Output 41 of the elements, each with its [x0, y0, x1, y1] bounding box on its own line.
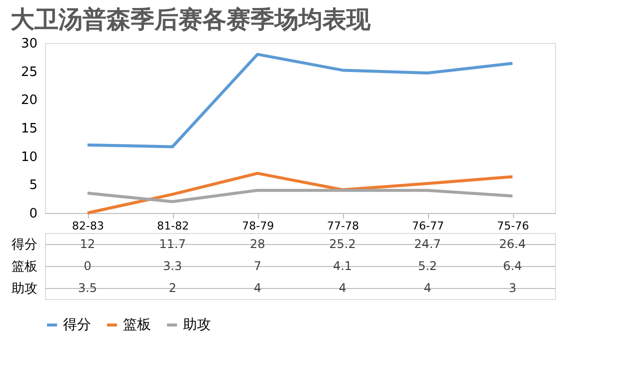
legend-label: 篮板	[123, 317, 151, 333]
y-tick-label: 0	[29, 206, 38, 222]
data-label: 24.7	[414, 237, 441, 251]
data-label: 2	[168, 281, 176, 295]
y-tick-label: 20	[20, 93, 38, 108]
x-tick-label: 76-77	[412, 220, 444, 232]
legend-label: 助攻	[183, 317, 211, 333]
y-tick-label: 30	[20, 36, 38, 52]
legend-label: 得分	[63, 317, 91, 333]
data-label: 6.4	[502, 259, 522, 273]
y-tick-label: 25	[20, 64, 38, 80]
data-label: 3.3	[162, 259, 182, 273]
line-series	[86, 52, 514, 148]
data-label: 3.5	[78, 281, 98, 295]
data-label: 28	[250, 237, 266, 251]
data-label: 3	[508, 281, 516, 295]
data-label: 4.1	[332, 259, 352, 273]
x-tick-label: 77-78	[327, 220, 359, 232]
x-tick-label: 82-83	[72, 220, 104, 232]
data-label: 4	[254, 281, 262, 295]
data-label: 26.4	[499, 237, 526, 251]
data-label: 4	[424, 281, 432, 295]
data-label: 5.2	[418, 259, 438, 273]
text: 篮板	[12, 260, 38, 274]
x-tick-label: 81-82	[157, 220, 189, 232]
x-tick-label: 78-79	[242, 220, 274, 232]
y-tick-label: 15	[20, 122, 38, 136]
data-label: 4	[338, 281, 346, 295]
data-label: 0	[84, 259, 92, 273]
data-label: 25.2	[329, 237, 356, 251]
x-tick-label: 75-76	[497, 220, 529, 232]
chart-title: 大卫汤普森季后赛各赛季场均表现	[10, 4, 372, 34]
y-tick-label: 10	[20, 150, 38, 165]
line-series	[86, 188, 514, 204]
text: 得分	[12, 238, 38, 252]
text: 助攻	[12, 282, 38, 296]
data-label: 12	[80, 237, 96, 251]
data-label: 7	[254, 259, 262, 273]
data-label: 11.7	[159, 237, 186, 251]
line-series	[86, 172, 514, 214]
y-tick-label: 5	[29, 178, 38, 194]
